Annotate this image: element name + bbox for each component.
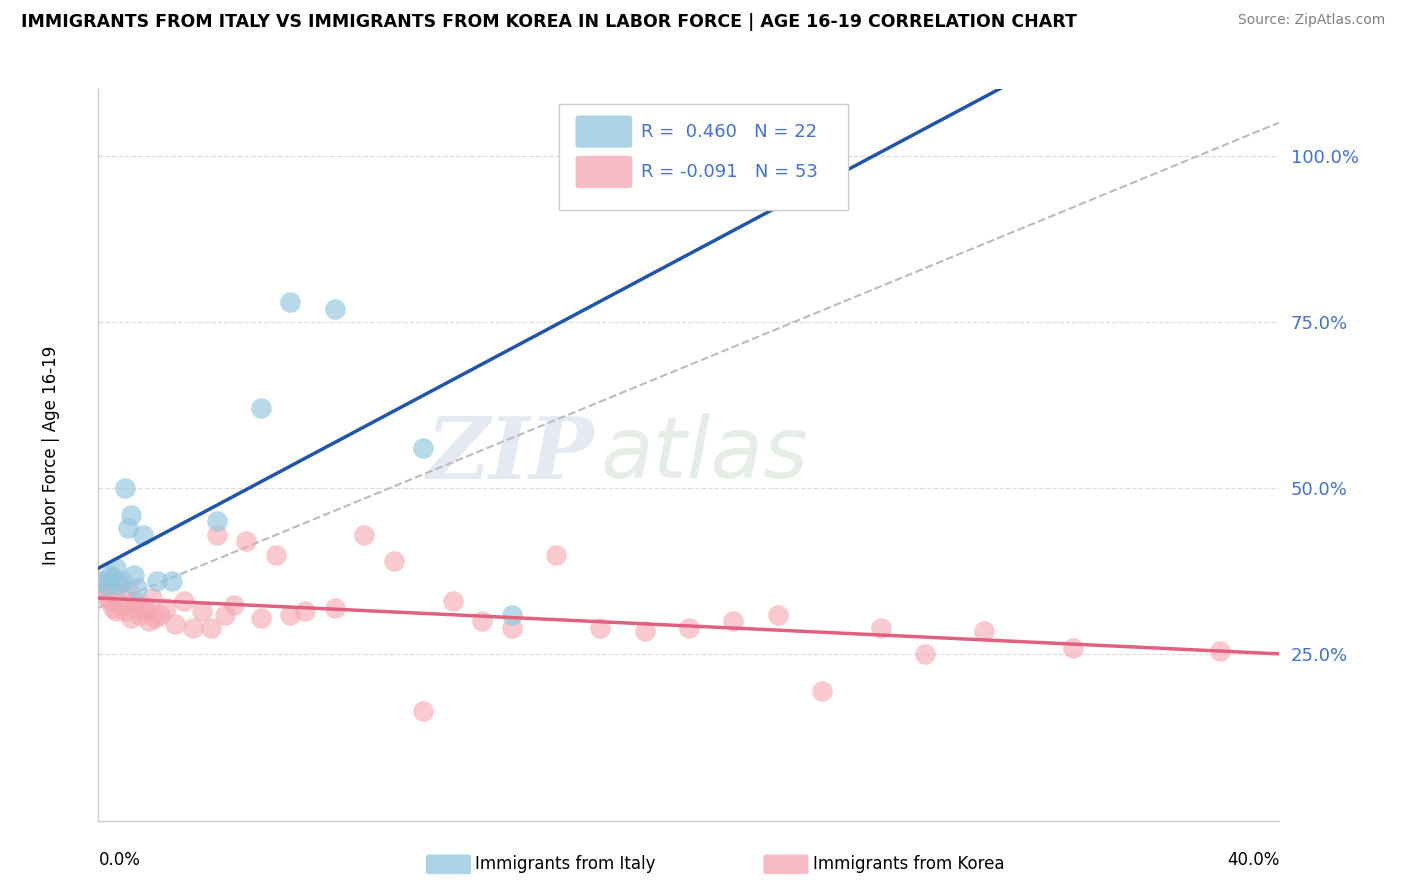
Text: Source: ZipAtlas.com: Source: ZipAtlas.com: [1237, 13, 1385, 28]
Point: [605, 169, 627, 183]
Point: [108, 577, 131, 591]
Point: [138, 614, 160, 628]
Point: [353, 527, 375, 541]
Point: [105, 604, 128, 618]
Point: [441, 594, 464, 608]
Point: [114, 604, 136, 618]
Text: 0.0%: 0.0%: [98, 851, 141, 869]
Point: [93, 584, 115, 599]
Point: [128, 607, 150, 622]
FancyBboxPatch shape: [575, 116, 633, 148]
Point: [122, 594, 145, 608]
Text: Immigrants from Italy: Immigrants from Italy: [475, 855, 655, 873]
Point: [120, 611, 142, 625]
Text: IMMIGRANTS FROM ITALY VS IMMIGRANTS FROM KOREA IN LABOR FORCE | AGE 16-19 CORREL: IMMIGRANTS FROM ITALY VS IMMIGRANTS FROM…: [21, 13, 1077, 31]
Point: [146, 574, 169, 589]
Point: [546, 548, 568, 562]
Point: [294, 604, 316, 618]
Point: [149, 607, 172, 622]
Point: [766, 607, 789, 622]
Point: [250, 611, 273, 625]
Point: [90, 574, 112, 589]
Point: [501, 621, 523, 635]
Point: [250, 401, 273, 416]
Point: [678, 621, 700, 635]
Point: [117, 521, 139, 535]
Point: [723, 614, 745, 628]
Point: [98, 567, 121, 582]
Point: [181, 621, 204, 635]
Point: [117, 584, 139, 599]
Point: [103, 571, 125, 585]
Point: [191, 604, 214, 618]
FancyBboxPatch shape: [560, 103, 848, 210]
FancyBboxPatch shape: [575, 156, 633, 188]
Point: [96, 577, 118, 591]
Point: [323, 301, 346, 316]
Point: [205, 527, 228, 541]
Point: [634, 624, 657, 639]
Point: [105, 561, 128, 575]
Text: 40.0%: 40.0%: [1227, 851, 1279, 869]
Point: [973, 624, 995, 639]
Point: [471, 614, 494, 628]
Point: [135, 604, 157, 618]
Point: [412, 442, 434, 456]
Point: [108, 577, 131, 591]
Text: In Labor Force | Age 16-19: In Labor Force | Age 16-19: [42, 345, 60, 565]
Point: [122, 567, 145, 582]
Point: [200, 621, 222, 635]
Point: [323, 600, 346, 615]
Point: [111, 574, 134, 589]
Point: [224, 598, 246, 612]
Point: [1209, 644, 1232, 658]
Point: [235, 534, 257, 549]
Point: [1062, 640, 1084, 655]
Point: [96, 591, 118, 605]
Point: [165, 617, 187, 632]
Text: ZIP: ZIP: [426, 413, 595, 497]
Point: [914, 648, 936, 662]
Point: [98, 594, 121, 608]
Point: [173, 594, 195, 608]
Point: [132, 598, 155, 612]
Point: [90, 574, 112, 589]
Point: [114, 481, 136, 495]
Point: [141, 591, 163, 605]
Point: [501, 607, 523, 622]
Text: Immigrants from Korea: Immigrants from Korea: [813, 855, 1004, 873]
Point: [103, 600, 125, 615]
Point: [412, 704, 434, 718]
Point: [280, 295, 302, 310]
Point: [810, 684, 832, 698]
Point: [132, 527, 155, 541]
Point: [125, 581, 148, 595]
Text: R =  0.460   N = 22: R = 0.460 N = 22: [641, 122, 817, 141]
Point: [264, 548, 287, 562]
Point: [162, 574, 183, 589]
Text: R = -0.091   N = 53: R = -0.091 N = 53: [641, 163, 817, 181]
Text: atlas: atlas: [600, 413, 808, 497]
Point: [155, 600, 177, 615]
Point: [125, 600, 148, 615]
Point: [111, 598, 134, 612]
Point: [589, 621, 612, 635]
Point: [205, 515, 228, 529]
Point: [382, 554, 405, 568]
Point: [870, 621, 893, 635]
Point: [120, 508, 142, 522]
Point: [280, 607, 302, 622]
Point: [214, 607, 236, 622]
Point: [143, 611, 166, 625]
